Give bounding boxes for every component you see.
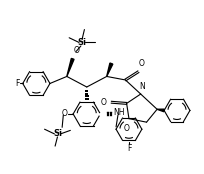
Text: O: O	[139, 59, 145, 68]
Polygon shape	[157, 109, 164, 112]
Text: O: O	[124, 124, 130, 133]
Text: O: O	[73, 46, 79, 55]
Text: O: O	[101, 98, 107, 107]
Text: F: F	[127, 144, 131, 153]
Text: Si: Si	[78, 38, 86, 47]
Polygon shape	[67, 58, 74, 76]
Text: NH: NH	[113, 108, 125, 117]
Text: N: N	[139, 81, 145, 90]
Text: F: F	[16, 79, 20, 88]
Text: Si: Si	[53, 129, 62, 138]
Text: O: O	[61, 109, 67, 118]
Polygon shape	[107, 63, 113, 76]
